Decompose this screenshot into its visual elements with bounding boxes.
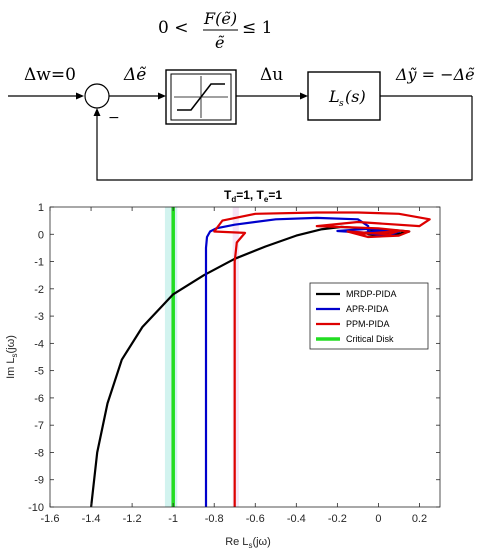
y-tick-label: -8	[34, 447, 44, 459]
saturation-block	[165, 69, 237, 125]
condition-lhs: 0 <	[158, 18, 188, 38]
x-tick-label: 0.2	[412, 513, 427, 525]
output-label: Δỹ = −Δẽ	[395, 65, 475, 84]
y-tick-label: 1	[38, 202, 44, 214]
y-tick-label: 0	[38, 229, 44, 241]
x-tick-label: -1.4	[82, 513, 101, 525]
plant-block: L s (s)	[307, 71, 381, 121]
control-arrowhead	[300, 92, 308, 100]
minus-sign: −	[108, 110, 120, 126]
legend-label: PPM-PIDA	[346, 319, 390, 329]
y-tick-label: -3	[34, 311, 44, 323]
legend: MRDP-PIDA APR-PIDA PPM-PIDA Critical Disk	[309, 282, 429, 350]
x-axis-label: Re Ls(jω)	[225, 536, 271, 550]
y-tick-label: -5	[34, 366, 44, 378]
control-label: Δu	[260, 65, 283, 85]
y-tick-label: -10	[28, 502, 44, 514]
series-line-ppm-pida	[213, 211, 431, 507]
condition-rhs: ≤ 1	[242, 18, 272, 38]
x-tick-label: -0.4	[287, 513, 306, 525]
error-arrowhead	[158, 92, 166, 100]
condition-denominator: ẽ	[215, 33, 225, 52]
condition-numerator: F(ẽ)	[203, 9, 237, 28]
x-tick-label: -0.6	[246, 513, 265, 525]
x-tick-label: -1	[168, 513, 178, 525]
feedback-path	[96, 96, 473, 181]
block-diagram: 0 < F(ẽ) ẽ ≤ 1 Δw=0 − Δẽ Δu	[8, 9, 475, 181]
summing-junction	[84, 83, 110, 109]
x-ticks: -1.6 -1.4 -1.2 -1 -0.8 -0.6 -0.4 -0.2 0 0.2	[41, 207, 427, 525]
y-axis-label: Im Ls(jω)	[5, 335, 19, 379]
x-tick-label: -0.8	[205, 513, 224, 525]
y-tick-label: -1	[34, 257, 44, 269]
saturation-curve	[177, 83, 225, 111]
shaded-band-0	[164, 207, 178, 507]
input-arrowhead	[76, 92, 84, 100]
plot-area-frame	[49, 206, 441, 508]
y-tick-label: -2	[34, 284, 44, 296]
plant-argument: (s)	[345, 87, 366, 106]
error-label: Δẽ	[123, 65, 146, 85]
x-tick-label: 0	[375, 513, 381, 525]
feedback-arrowhead	[93, 108, 101, 116]
input-label: Δw=0	[24, 65, 76, 85]
chart-title: Td=1, Te=1	[224, 188, 282, 204]
legend-label: Critical Disk	[346, 334, 394, 344]
y-tick-label: -9	[34, 475, 44, 487]
x-tick-label: -1.6	[41, 513, 60, 525]
plant-label: L	[328, 87, 340, 106]
x-tick-label: -0.2	[328, 513, 347, 525]
series-line-mrdp-pida	[90, 225, 411, 508]
y-tick-label: -4	[34, 338, 44, 350]
stability-condition: 0 < F(ẽ) ẽ ≤ 1	[158, 9, 272, 52]
series-lines	[90, 207, 431, 508]
legend-label: APR-PIDA	[346, 304, 389, 314]
shaded-bands	[164, 207, 239, 507]
nyquist-chart: Td=1, Te=1 -1.6 -1.4 -1.2 -1 -0.8 -0.6 -0.4 -0.…	[5, 188, 441, 550]
plant-subscript: s	[339, 99, 344, 109]
legend-label: MRDP-PIDA	[346, 289, 397, 299]
y-ticks: 1 0 -1 -2 -3 -4 -5 -6 -7 -8 -9 -10	[28, 202, 440, 514]
y-tick-label: -6	[34, 393, 44, 405]
y-tick-label: -7	[34, 420, 44, 432]
x-tick-label: -1.2	[123, 513, 142, 525]
